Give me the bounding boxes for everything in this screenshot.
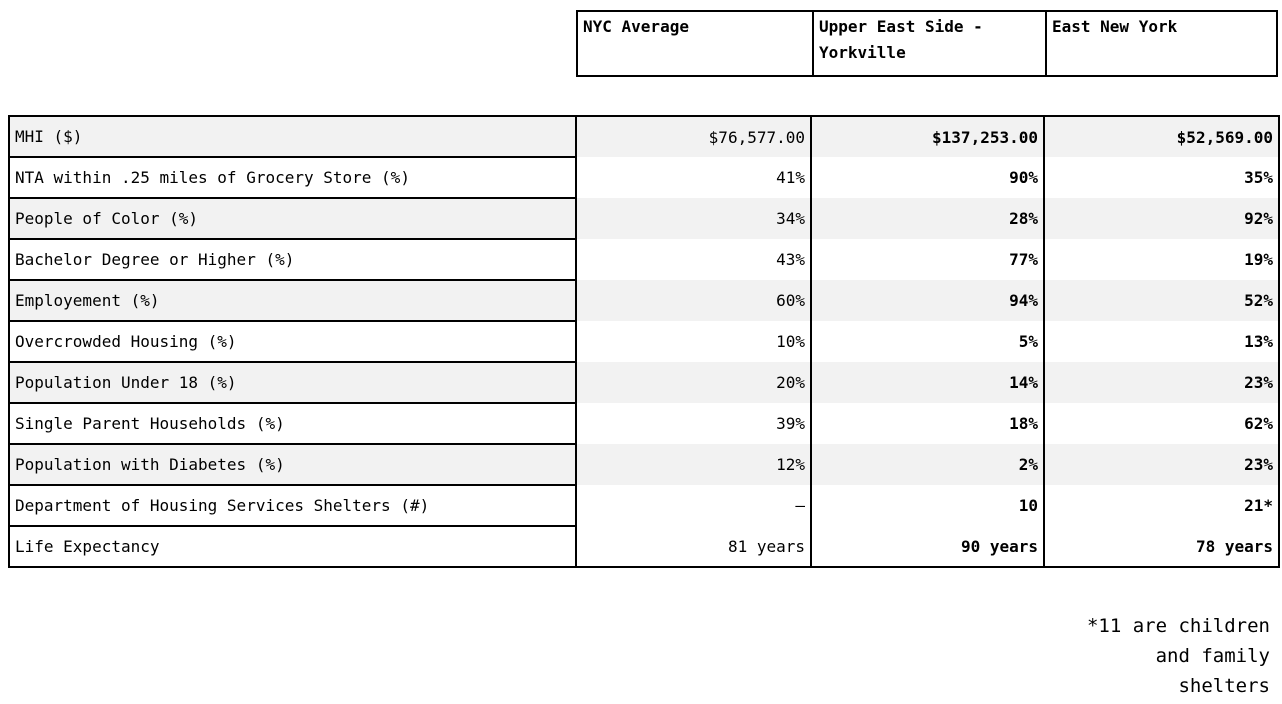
table-row: People of Color (%) 34% 28% 92% [8, 197, 1279, 240]
cell-upper-east-side-yorkville: 28% [810, 198, 1044, 239]
table-row: Population with Diabetes (%) 12% 2% 23% [8, 443, 1279, 486]
column-header-nyc-average: NYC Average [583, 17, 689, 36]
table-row: Single Parent Households (%) 39% 18% 62% [8, 402, 1279, 445]
table-row: MHI ($) $76,577.00 $137,253.00 $52,569.00 [8, 115, 1279, 158]
cell-upper-east-side-yorkville: 18% [810, 403, 1044, 444]
comparison-table: MHI ($) $76,577.00 $137,253.00 $52,569.00 NT… [8, 115, 1280, 568]
column-header-east-new-york: East New York [1045, 12, 1276, 75]
table-row: Population Under 18 (%) 20% 14% 23% [8, 361, 1279, 404]
cell-upper-east-side-yorkville: 5% [810, 321, 1044, 362]
cell-east-new-york: 62% [1043, 403, 1279, 444]
row-label: NTA within .25 miles of Grocery Store (%… [8, 156, 577, 199]
row-label: Department of Housing Services Shelters … [8, 484, 577, 527]
table-row: Department of Housing Services Shelters … [8, 484, 1279, 527]
row-label: Bachelor Degree or Higher (%) [8, 238, 577, 281]
cell-nyc-average: – [575, 485, 811, 526]
row-label: Population with Diabetes (%) [8, 443, 577, 486]
cell-upper-east-side-yorkville: 90% [810, 157, 1044, 198]
cell-east-new-york: 35% [1043, 157, 1279, 198]
cell-east-new-york: 52% [1043, 280, 1279, 321]
row-label: Overcrowded Housing (%) [8, 320, 577, 363]
cell-east-new-york: 13% [1043, 321, 1279, 362]
cell-nyc-average: 41% [575, 157, 811, 198]
cell-upper-east-side-yorkville: 94% [810, 280, 1044, 321]
cell-east-new-york: 23% [1043, 444, 1279, 485]
row-label: Employement (%) [8, 279, 577, 322]
row-label: MHI ($) [8, 115, 577, 158]
row-label: People of Color (%) [8, 197, 577, 240]
cell-nyc-average: 10% [575, 321, 811, 362]
cell-upper-east-side-yorkville: 77% [810, 239, 1044, 280]
row-label: Life Expectancy [8, 525, 577, 568]
cell-upper-east-side-yorkville: 10 [810, 485, 1044, 526]
cell-east-new-york: 23% [1043, 362, 1279, 403]
cell-nyc-average: 34% [575, 198, 811, 239]
footnote-line: *11 are children [1086, 615, 1270, 637]
footnote-line: shelters [1178, 675, 1270, 697]
table-row: NTA within .25 miles of Grocery Store (%… [8, 156, 1279, 199]
row-label: Single Parent Households (%) [8, 402, 577, 445]
column-header-table: NYC Average Upper East Side - Yorkville … [576, 10, 1278, 77]
cell-nyc-average: 43% [575, 239, 811, 280]
cell-east-new-york: 19% [1043, 239, 1279, 280]
cell-upper-east-side-yorkville: 14% [810, 362, 1044, 403]
column-header-upper-east-side-yorkville: Upper East Side - Yorkville [812, 12, 1045, 75]
cell-upper-east-side-yorkville: $137,253.00 [810, 116, 1044, 157]
table-row: Bachelor Degree or Higher (%) 43% 77% 19% [8, 238, 1279, 281]
cell-east-new-york: 21* [1043, 485, 1279, 526]
cell-nyc-average: 39% [575, 403, 811, 444]
table-row: Overcrowded Housing (%) 10% 5% 13% [8, 320, 1279, 363]
cell-east-new-york: $52,569.00 [1043, 116, 1279, 157]
cell-east-new-york: 92% [1043, 198, 1279, 239]
cell-east-new-york: 78 years [1043, 526, 1279, 567]
cell-nyc-average: 60% [575, 280, 811, 321]
table-row: Employement (%) 60% 94% 52% [8, 279, 1279, 322]
cell-nyc-average: 12% [575, 444, 811, 485]
table-row: Life Expectancy 81 years 90 years 78 years [8, 525, 1279, 568]
cell-nyc-average: 20% [575, 362, 811, 403]
comparison-table-body: MHI ($) $76,577.00 $137,253.00 $52,569.00 NT… [8, 115, 1279, 568]
cell-nyc-average: $76,577.00 [575, 116, 811, 157]
cell-upper-east-side-yorkville: 90 years [810, 526, 1044, 567]
cell-upper-east-side-yorkville: 2% [810, 444, 1044, 485]
footnote-line: and family [1155, 645, 1270, 667]
cell-nyc-average: 81 years [575, 526, 811, 567]
footnote: *11 are children and family shelters [1087, 611, 1270, 701]
row-label: Population Under 18 (%) [8, 361, 577, 404]
